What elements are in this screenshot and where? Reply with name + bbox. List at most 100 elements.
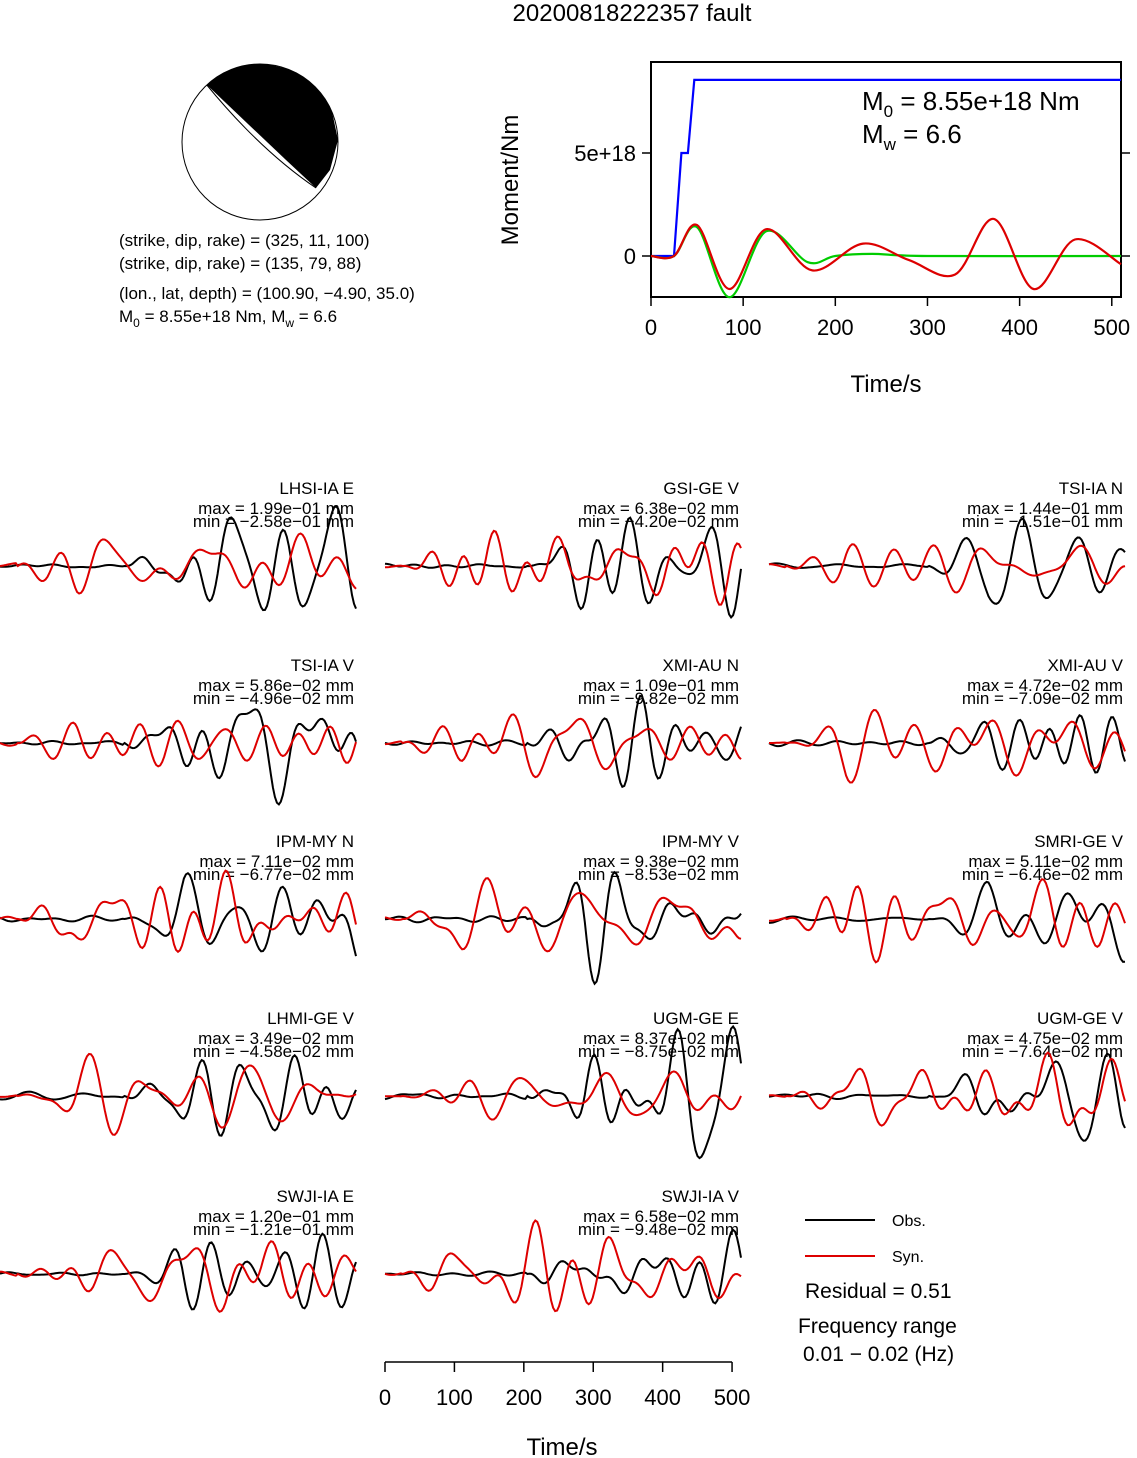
mw-annotation: Mw = 6.6 [862, 119, 962, 154]
waveform-xtick-label: 0 [379, 1385, 391, 1410]
station-name: XMI-AU V [1047, 656, 1123, 675]
observed-trace [768, 517, 1126, 605]
station-max: max = 3.49e−02 mm [198, 1029, 354, 1048]
observed-trace [0, 708, 357, 806]
station-min: min = −4.20e−02 mm [578, 512, 739, 531]
station-name: TSI-IA N [1059, 479, 1123, 498]
waveform-xtick-label: 200 [505, 1385, 542, 1410]
station-name: GSI-GE V [663, 479, 739, 498]
moment-xtick-label: 500 [1093, 315, 1130, 340]
station-max: max = 5.11e−02 mm [968, 852, 1123, 871]
station-min: min = −6.46e−02 mm [962, 865, 1123, 884]
station-name: SMRI-GE V [1034, 832, 1123, 851]
station-name: SWJI-IA E [277, 1187, 354, 1206]
moment-xtick-label: 0 [645, 315, 657, 340]
mechanism-info: (strike, dip, rake) = (325, 11, 100) (st… [119, 229, 415, 330]
observed-trace [768, 1052, 1126, 1142]
synthetic-trace [385, 1070, 742, 1121]
station-max: max = 8.37e−02 mm [583, 1029, 739, 1048]
moment-xtick-label: 400 [1001, 315, 1038, 340]
station-max: max = 1.99e−01 mm [198, 499, 354, 518]
station-min: min = −4.58e−02 mm [193, 1042, 354, 1061]
observed-trace [384, 1024, 742, 1160]
station-max: max = 7.11e−02 mm [199, 852, 354, 871]
station-max: max = 4.75e−02 mm [967, 1029, 1123, 1048]
station-max: max = 6.38e−02 mm [583, 499, 739, 518]
station-name: UGM-GE E [653, 1009, 739, 1028]
synthetic-trace [384, 1219, 742, 1313]
station-max: max = 6.58e−02 mm [583, 1207, 739, 1226]
nodal-plane-1: (strike, dip, rake) = (325, 11, 100) [119, 231, 370, 250]
observed-trace [0, 505, 357, 612]
station-name: UGM-GE V [1037, 1009, 1124, 1028]
moment-ytick-label: 5e+18 [574, 141, 636, 166]
waveform-xtick-label: 500 [714, 1385, 751, 1410]
station-name: LHMI-GE V [267, 1009, 355, 1028]
station-min: min = −7.64e−02 mm [962, 1042, 1123, 1061]
frequency-range-label: Frequency range [798, 1315, 957, 1338]
moment-ytick-label: 0 [624, 244, 636, 269]
moment-xlabel: Time/s [850, 371, 921, 398]
moment-series [650, 78, 1122, 299]
observed-trace [0, 1053, 357, 1137]
station-name: LHSI-IA E [279, 479, 354, 498]
synthetic-trace [0, 1052, 357, 1136]
observed-trace [0, 1232, 357, 1311]
station-name: IPM-MY N [276, 832, 354, 851]
observed-trace [384, 1228, 742, 1305]
moment-axes: 0 100 200 300 400 500 5e+18 0 [574, 141, 1130, 340]
waveform-xtick-label: 300 [575, 1385, 612, 1410]
beachball-compressional-quadrant [206, 64, 338, 188]
moment-series-line-2 [650, 217, 1122, 291]
waveform-xtick-label: 100 [436, 1385, 473, 1410]
frequency-range-value: 0.01 − 0.02 (Hz) [803, 1343, 954, 1366]
hypocenter: (lon., lat, depth) = (100.90, −4.90, 35.… [119, 284, 415, 303]
moment-ylabel: Moment/Nm [497, 115, 524, 246]
moment-xtick-label: 200 [817, 315, 854, 340]
station-min: min = −6.77e−02 mm [193, 865, 354, 884]
waveform-time-axis: 0 100 200 300 400 500 [379, 1361, 751, 1410]
observed-trace [768, 880, 1126, 963]
station-min: min = −9.48e−02 mm [578, 1220, 739, 1239]
legend-syn-label: Syn. [892, 1249, 924, 1266]
waveform-xtick-label: 400 [644, 1385, 681, 1410]
nodal-plane-2: (strike, dip, rake) = (135, 79, 88) [119, 254, 362, 273]
residual-text: Residual = 0.51 [805, 1280, 952, 1303]
station-max: max = 1.20e−01 mm [198, 1207, 354, 1226]
moment-xtick-label: 300 [909, 315, 946, 340]
moment-summary: M0 = 8.55e+18 Nm, Mw = 6.6 [119, 307, 338, 330]
observed-trace [384, 694, 742, 789]
m0-annotation: M0 = 8.55e+18 Nm [862, 86, 1080, 121]
station-max: max = 5.86e−02 mm [198, 676, 354, 695]
station-min: min = −2.58e−01 mm [193, 512, 354, 531]
synthetic-trace [385, 529, 742, 606]
figure-title: 20200818222357 fault [0, 0, 1137, 28]
station-max: max = 1.09e−01 mm [583, 676, 739, 695]
beachball-outline [181, 63, 339, 221]
observed-trace [768, 714, 1126, 774]
observed-trace [0, 871, 357, 957]
station-min: min = −1.51e−01 mm [962, 512, 1123, 531]
station-min: min = −4.96e−02 mm [193, 689, 354, 708]
observed-trace [384, 870, 742, 986]
synthetic-trace [0, 719, 357, 768]
synthetic-trace [768, 1051, 1126, 1127]
station-name: SWJI-IA V [662, 1187, 740, 1206]
moment-plot-frame [650, 61, 1122, 298]
